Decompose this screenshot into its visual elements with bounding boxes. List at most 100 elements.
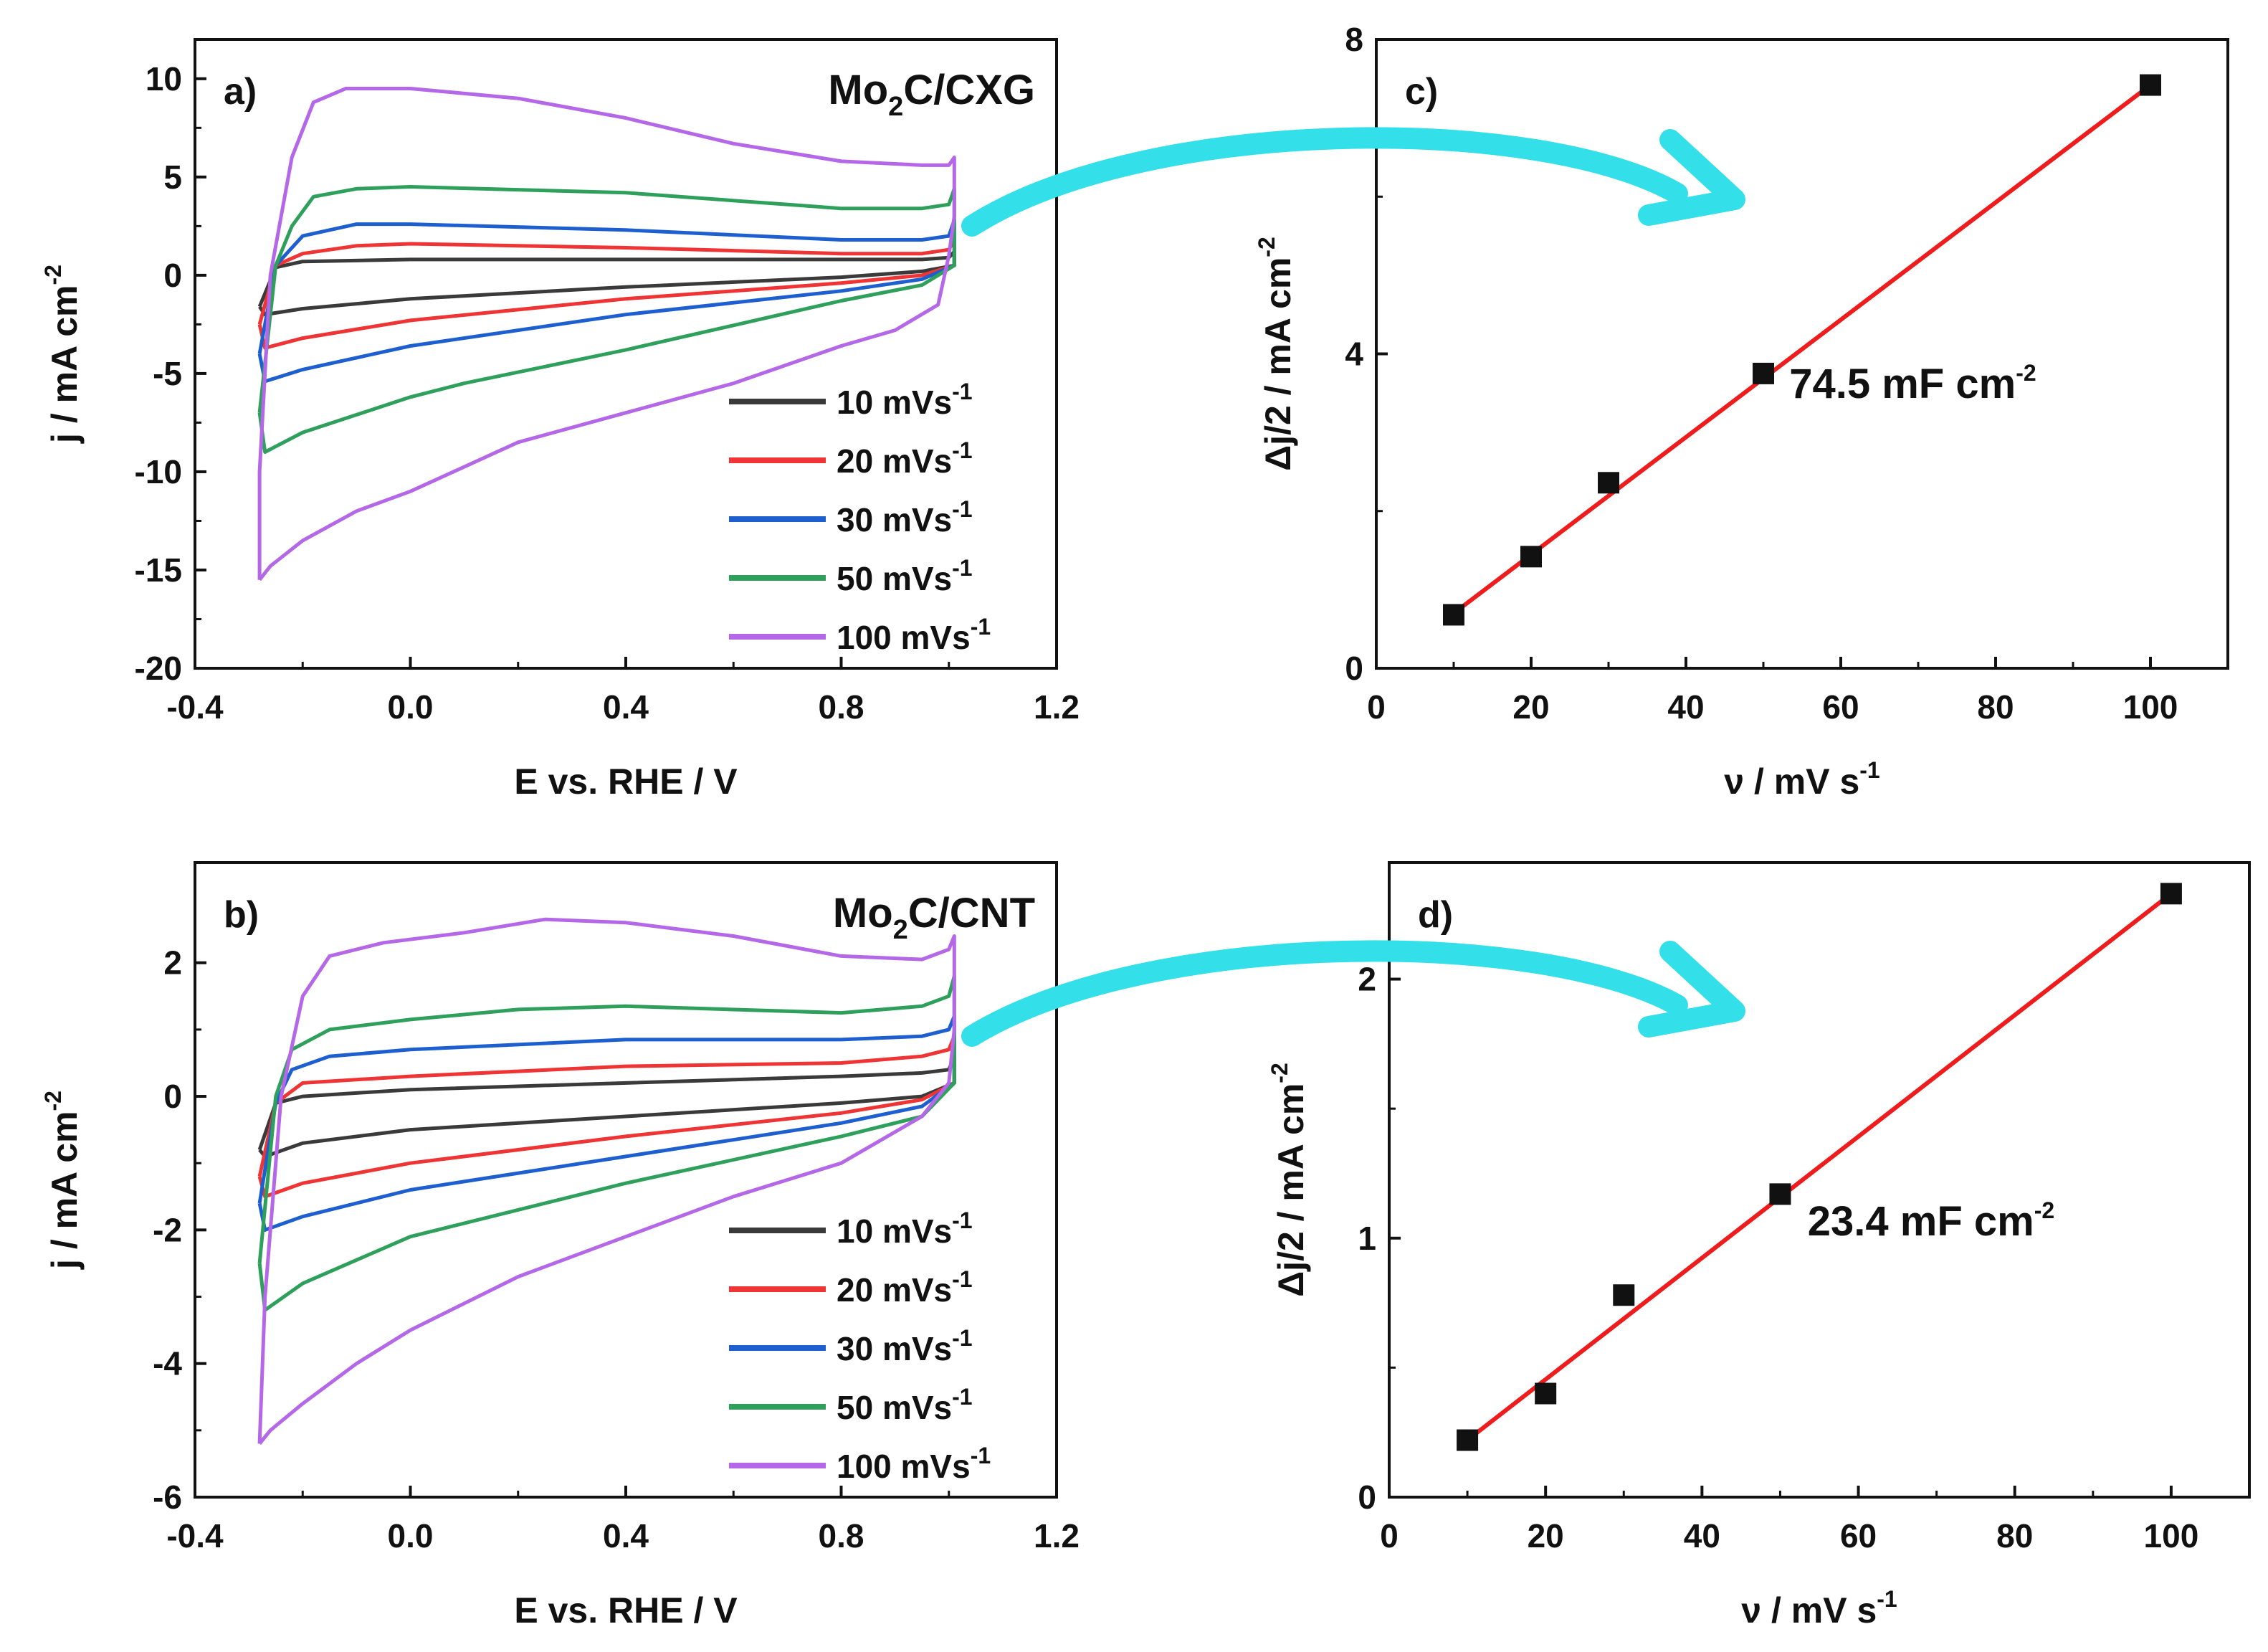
x-tick-label: 100	[2144, 1517, 2199, 1554]
sample-label-main: Mo	[828, 67, 888, 113]
data-point	[2160, 883, 2182, 905]
legend-label-100: 100 mVs-1	[837, 1443, 991, 1485]
y-tick-label: -15	[135, 551, 182, 589]
legend-label-30: 30 mVs-1	[837, 496, 973, 538]
y-tick-label: 0	[163, 257, 182, 294]
legend-label-text: 100 mVs	[837, 619, 971, 656]
y-tick-label: -4	[153, 1345, 182, 1382]
legend-label-sup: -1	[971, 1443, 991, 1468]
arrow-shaft	[961, 940, 1688, 1047]
x-tick-label: 0	[1367, 688, 1386, 726]
y-axis-label-sup: -2	[1254, 237, 1280, 257]
x-tick-label: -0.4	[166, 688, 224, 726]
data-point	[1443, 604, 1464, 626]
legend-label-text: 20 mVs	[837, 442, 952, 480]
sample-label-sub: 2	[888, 92, 903, 122]
x-axis-label-sup: -1	[1877, 1586, 1897, 1612]
y-axis-label-main: Δj/2 / mA cm	[1258, 257, 1298, 471]
legend-label-20: 20 mVs-1	[837, 1266, 973, 1309]
capacitance-annotation: 23.4 mF cm-2	[1808, 1197, 2054, 1245]
x-axis-label-main: ν / mV s	[1724, 761, 1859, 802]
panel-label: d)	[1418, 894, 1453, 936]
y-tick-label: 4	[1345, 336, 1363, 373]
cv-curve-100	[257, 87, 956, 581]
x-tick-label: 0.8	[819, 1517, 864, 1554]
y-tick-label: 0	[163, 1078, 182, 1115]
arrow-a-to-c	[961, 127, 1745, 237]
y-tick-label: 5	[163, 158, 182, 196]
y-axis-label: j / mA cm-2	[40, 1091, 85, 1270]
x-tick-label: 40	[1667, 688, 1704, 726]
sample-label-sub: 2	[893, 915, 908, 945]
panel-label: a)	[224, 71, 257, 113]
x-axis-label: E vs. RHE / V	[514, 1590, 738, 1630]
y-tick-label: 2	[163, 944, 182, 982]
legend-label-100: 100 mVs-1	[837, 614, 991, 656]
x-tick-label: 0.8	[819, 688, 864, 726]
y-axis-label: Δj/2 / mA cm-2	[1267, 1063, 1311, 1297]
data-point	[1613, 1284, 1635, 1306]
legend-label-text: 10 mVs	[837, 1212, 952, 1250]
sample-label: Mo2C/CXG	[828, 67, 1035, 122]
panel-label: b)	[224, 894, 259, 936]
y-tick-label: 0	[1358, 1478, 1376, 1516]
panel-label: c)	[1405, 71, 1438, 113]
y-tick-label: 0	[1345, 650, 1363, 687]
legend-label-20: 20 mVs-1	[837, 437, 973, 480]
y-axis-label-main: Δj/2 / mA cm	[1271, 1083, 1311, 1297]
legend-label-text: 100 mVs	[837, 1448, 971, 1485]
y-tick-label: 1	[1358, 1220, 1376, 1257]
legend-label-text: 10 mVs	[837, 384, 952, 421]
capacitance-value: 74.5 mF cm	[1789, 361, 2016, 407]
x-tick-label: 80	[1996, 1517, 2033, 1554]
data-point	[2140, 74, 2161, 96]
legend-label-30: 30 mVs-1	[837, 1325, 973, 1367]
legend-label-50: 50 mVs-1	[837, 555, 973, 597]
legend-label-50: 50 mVs-1	[837, 1384, 973, 1426]
legend-label-sup: -1	[952, 1384, 972, 1410]
arrow-head	[1638, 129, 1745, 226]
plot-frame	[1388, 861, 2251, 1499]
x-axis-label-sup: -1	[1859, 757, 1879, 783]
y-tick-label: 2	[1358, 961, 1376, 998]
legend-label-text: 30 mVs	[837, 1330, 952, 1367]
y-tick-label: -6	[153, 1478, 182, 1516]
y-axis-label: j / mA cm-2	[40, 265, 85, 444]
x-tick-label: 100	[2123, 688, 2178, 726]
legend-label-sup: -1	[952, 555, 972, 581]
linear-fit-line	[1466, 891, 2173, 1442]
x-axis-label-main: ν / mV s	[1741, 1590, 1877, 1630]
cv-curve-50	[257, 185, 956, 454]
legend-label-sup: -1	[952, 1207, 972, 1233]
legend-label-text: 50 mVs	[837, 1389, 952, 1426]
legend-label-text: 50 mVs	[837, 560, 952, 597]
x-tick-label: 40	[1684, 1517, 1720, 1554]
cv-curve-20	[257, 238, 956, 350]
x-axis-label: ν / mV s-1	[1741, 1586, 1897, 1630]
x-tick-label: 0	[1380, 1517, 1399, 1554]
data-point	[1457, 1429, 1479, 1451]
data-point	[1598, 472, 1619, 494]
y-tick-label: -10	[135, 453, 182, 490]
y-axis-label-sup: -2	[1267, 1063, 1292, 1083]
y-tick-label: -5	[153, 355, 182, 392]
capacitance-sup: -2	[2016, 360, 2036, 386]
y-tick-label: -2	[153, 1211, 182, 1248]
x-tick-label: 80	[1977, 688, 2014, 726]
arrow-b-to-d	[961, 940, 1745, 1047]
legend-label-text: 30 mVs	[837, 501, 952, 538]
capacitance-annotation: 74.5 mF cm-2	[1789, 360, 2036, 407]
capacitance-value: 23.4 mF cm	[1808, 1198, 2034, 1245]
legend-label-10: 10 mVs-1	[837, 1207, 973, 1250]
legend-label-sup: -1	[952, 1325, 972, 1351]
y-tick-label: 8	[1345, 21, 1363, 58]
data-point	[1753, 362, 1774, 384]
data-point	[1769, 1183, 1791, 1205]
legend-label-10: 10 mVs-1	[837, 379, 973, 421]
x-tick-label: 0.4	[603, 688, 649, 726]
sample-label-main: Mo	[833, 890, 893, 936]
